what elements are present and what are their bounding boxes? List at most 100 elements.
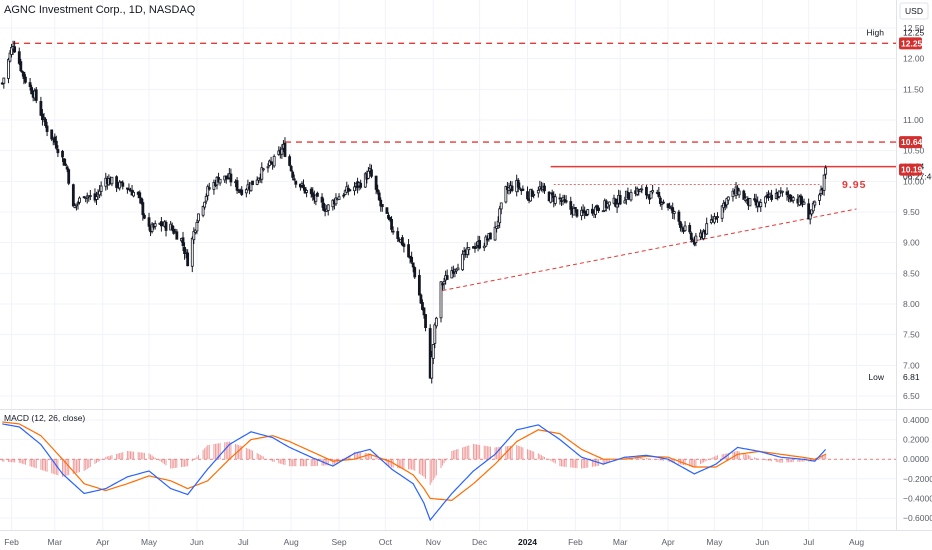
candle-body	[543, 185, 546, 192]
candle-body	[672, 211, 676, 214]
candle-body	[705, 223, 709, 235]
price-tick-label: 9.50	[903, 207, 920, 217]
candle-body	[326, 204, 330, 211]
candle-body	[363, 173, 367, 188]
candle-body	[573, 207, 577, 210]
candle-body	[30, 87, 34, 95]
candle-body	[777, 190, 781, 197]
candle-body	[39, 101, 43, 116]
candle-body	[17, 51, 21, 64]
candle-body	[7, 59, 10, 79]
candle-body	[110, 176, 114, 185]
candle-body	[601, 210, 605, 213]
price-tag-value: 06:27:46	[903, 172, 932, 182]
candle-body	[127, 188, 131, 191]
candle-body	[646, 194, 650, 197]
time-tick-label: Apr	[661, 537, 674, 547]
candle-body	[660, 202, 664, 205]
candle-body	[461, 253, 465, 271]
candle-body	[121, 182, 125, 187]
candle-body	[56, 149, 60, 154]
time-tick-label: Dec	[472, 537, 488, 547]
candle-body	[334, 197, 338, 205]
candle-body	[411, 262, 415, 268]
candle-body	[268, 160, 271, 166]
candle-body	[65, 166, 69, 170]
currency-box[interactable]	[899, 2, 929, 20]
candle-body	[510, 185, 514, 192]
time-tick-label: Feb	[568, 537, 583, 547]
time-tick-label: Aug	[284, 537, 299, 547]
candle-body	[753, 198, 756, 201]
candle-body	[811, 202, 815, 212]
candle-body	[594, 206, 597, 215]
price-tick-label: 10.50	[903, 146, 925, 156]
candle-body	[292, 178, 296, 181]
candle-body	[709, 219, 713, 224]
candle-body	[473, 246, 477, 249]
candle-body	[802, 201, 806, 205]
candle-body	[489, 232, 492, 240]
candle-body	[34, 89, 38, 101]
candle-body	[244, 189, 248, 194]
candle-body	[13, 46, 17, 53]
candle-body	[266, 166, 270, 169]
currency-label[interactable]: USD	[905, 6, 923, 16]
candle-body	[119, 181, 123, 184]
candle-body	[657, 191, 661, 197]
candle-body	[714, 217, 718, 220]
candle-body	[118, 181, 122, 189]
axes: 12.50 12.00 11.50 11.00 10.50 10.00 9.50 9.00 8.…	[4, 23, 932, 547]
candle-body	[689, 232, 693, 240]
candle-body	[498, 208, 502, 224]
candle-body	[218, 178, 222, 184]
candle-body	[586, 209, 590, 215]
time-tick-label: Jul	[803, 537, 814, 547]
candle-body	[294, 180, 298, 185]
price-tick-label: 7.50	[903, 330, 920, 340]
candle-body	[549, 192, 553, 203]
candle-body	[348, 189, 352, 192]
candle-body	[316, 192, 319, 197]
macd-line	[2, 423, 827, 522]
candle-body	[683, 225, 687, 231]
candle-body	[379, 199, 383, 207]
candle-body	[456, 267, 460, 271]
candle-body	[623, 200, 627, 204]
candle-body	[748, 198, 752, 207]
candle-body	[132, 191, 135, 197]
tag-value: 6.81	[903, 372, 920, 382]
candle-body	[434, 317, 438, 327]
candle-body	[563, 199, 566, 202]
candle-body	[810, 209, 814, 215]
candle-body	[419, 294, 423, 304]
candle-body	[41, 113, 44, 121]
trendline	[442, 208, 857, 291]
candle-body	[203, 201, 207, 208]
price-tick-label: 12.00	[903, 54, 925, 64]
candle-body	[677, 211, 681, 222]
candle-body	[688, 225, 692, 233]
candle-body	[450, 270, 454, 279]
candle-body	[44, 118, 47, 126]
candle-body	[300, 183, 304, 186]
candle-body	[484, 236, 488, 247]
horizontal-levels	[13, 42, 896, 291]
price-tick-label: 6.50	[903, 391, 920, 401]
candle-body	[482, 245, 486, 249]
candle-body	[662, 201, 665, 204]
candle-body	[521, 188, 525, 191]
candle-body	[61, 150, 64, 158]
candle-body	[799, 195, 803, 203]
candle-body	[595, 205, 599, 210]
candle-body	[679, 221, 682, 228]
candle-body	[649, 190, 653, 199]
candle-body	[597, 207, 600, 211]
candle-body	[269, 161, 273, 164]
candle-body	[410, 256, 414, 263]
candle-body	[197, 213, 200, 222]
candle-body	[164, 221, 168, 231]
candle-body	[78, 197, 81, 203]
time-tick-label: May	[706, 537, 723, 547]
